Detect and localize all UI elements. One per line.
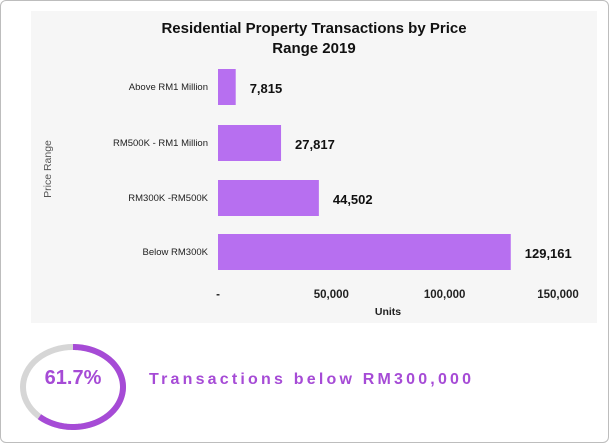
chart-title: Residential Property Transactions by Pri… xyxy=(31,19,597,59)
chart-title-line-1: Residential Property Transactions by Pri… xyxy=(161,20,467,37)
bar xyxy=(218,234,511,270)
percent-label: 61.7% xyxy=(44,367,102,389)
category-label: RM500K - RM1 Million xyxy=(113,138,208,149)
x-tick-label: 150,000 xyxy=(537,289,579,301)
bar xyxy=(218,69,236,105)
x-tick-label: - xyxy=(216,289,220,301)
category-label: RM300K -RM500K xyxy=(128,193,208,204)
summary-panel: 61.7% Transactions below RM300,000 xyxy=(5,331,605,439)
data-label: 129,161 xyxy=(525,246,572,261)
y-axis-title: Price Range xyxy=(42,140,54,198)
category-label: Below RM300K xyxy=(143,247,209,258)
data-label: 27,817 xyxy=(295,137,335,152)
bar xyxy=(218,180,319,216)
category-label: Above RM1 Million xyxy=(129,82,208,93)
percent-donut xyxy=(20,344,127,431)
x-axis-title: Units xyxy=(375,306,401,318)
data-label: 44,502 xyxy=(333,192,373,207)
chart-panel: Residential Property Transactions by Pri… xyxy=(31,11,597,323)
x-tick-label: 50,000 xyxy=(314,289,349,301)
data-label: 7,815 xyxy=(250,81,283,96)
summary-text: Transactions below RM300,000 xyxy=(149,371,475,388)
donut-progress-arc xyxy=(37,344,127,431)
bar xyxy=(218,125,282,161)
bar-chart: Above RM1 Million 7,815 RM500K - RM1 Milli… xyxy=(42,69,579,318)
x-tick-label: 100,000 xyxy=(424,289,466,301)
chart-title-line-2: Range 2019 xyxy=(272,40,356,57)
